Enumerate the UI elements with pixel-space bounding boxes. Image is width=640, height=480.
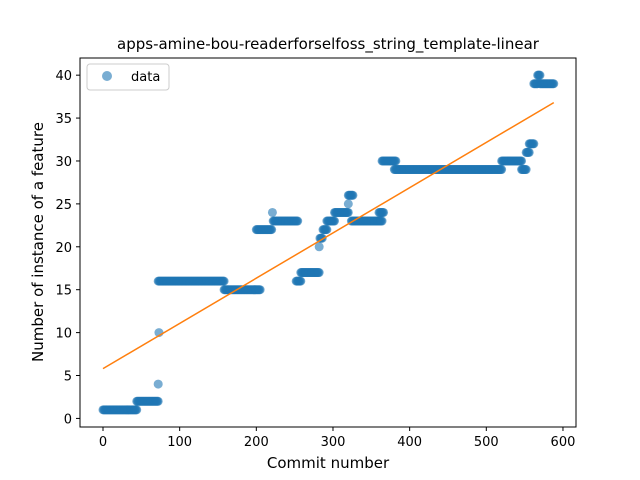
data-point xyxy=(521,165,531,175)
y-tick-label: 25 xyxy=(55,198,72,213)
data-point xyxy=(314,268,324,278)
data-point xyxy=(219,276,229,286)
data-point xyxy=(517,156,527,166)
y-tick-label: 30 xyxy=(55,155,72,170)
data-point xyxy=(549,79,559,89)
x-tick-label: 0 xyxy=(99,435,107,450)
y-tick-label: 15 xyxy=(55,284,72,299)
data-point xyxy=(132,405,142,415)
data-point xyxy=(535,70,545,80)
x-tick-label: 400 xyxy=(397,435,422,450)
fit-line xyxy=(102,101,555,370)
x-tick-label: 100 xyxy=(167,435,192,450)
x-tick-label: 500 xyxy=(474,435,499,450)
data-point xyxy=(343,199,353,209)
data-point xyxy=(524,147,534,157)
data-point xyxy=(255,285,265,295)
axes-frame xyxy=(79,57,577,428)
x-tick-label: 300 xyxy=(321,435,346,450)
data-point xyxy=(377,216,387,226)
data-point xyxy=(529,139,539,149)
x-tick-label: 600 xyxy=(551,435,576,450)
legend: data xyxy=(86,63,170,91)
y-tick-label: 5 xyxy=(64,370,72,385)
y-tick-label: 0 xyxy=(64,412,72,427)
y-tick-label: 10 xyxy=(55,327,72,342)
data-point xyxy=(391,156,401,166)
legend-label-data: data xyxy=(131,70,160,85)
y-axis-label: Number of instance of a feature xyxy=(29,122,47,362)
data-point xyxy=(314,242,324,252)
data-point xyxy=(497,165,507,175)
data-point xyxy=(322,225,332,235)
data-point xyxy=(153,379,163,389)
y-tick-label: 20 xyxy=(55,241,72,256)
data-point xyxy=(267,207,277,217)
chart-title: apps-amine-bou-readerforselfoss_string_t… xyxy=(117,35,540,54)
y-tick-label: 40 xyxy=(55,69,72,84)
x-axis-label: Commit number xyxy=(267,454,390,472)
data-point xyxy=(379,207,389,217)
legend-box xyxy=(86,63,170,91)
data-point xyxy=(153,396,163,406)
plot-layer xyxy=(98,70,559,415)
data-point xyxy=(293,216,303,226)
y-tick-label: 35 xyxy=(55,112,72,127)
ticks-layer: 0 100 200 300 400 500 600 0 5 10 15 20 25 30 35 40 xyxy=(55,69,575,450)
x-tick-label: 200 xyxy=(244,435,269,450)
data-point xyxy=(267,225,277,235)
legend-marker-data xyxy=(102,71,112,81)
data-point xyxy=(343,207,353,217)
data-point xyxy=(296,276,306,286)
data-point xyxy=(348,190,358,200)
data-point xyxy=(330,216,340,226)
